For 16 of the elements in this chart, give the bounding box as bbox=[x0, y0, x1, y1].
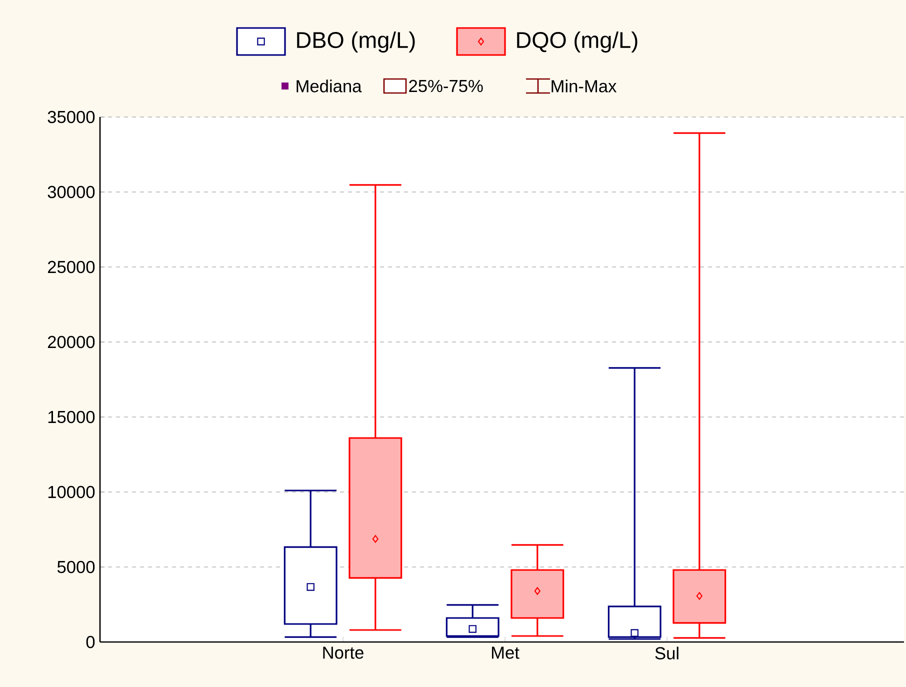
legend-label: DQO (mg/L) bbox=[517, 31, 638, 53]
legend-label: DBO (mg/L) bbox=[297, 31, 415, 53]
text: Min-Max bbox=[552, 80, 617, 92]
y-tick-label: 0 bbox=[86, 636, 95, 648]
y-tick-label: 15000 bbox=[48, 410, 95, 424]
text: 25%-75% bbox=[409, 80, 483, 92]
y-tick-label: 25000 bbox=[48, 260, 95, 274]
y-tick-label: 10000 bbox=[48, 486, 95, 498]
text: Mediana bbox=[296, 80, 362, 92]
x-tick-label: Sul bbox=[655, 646, 678, 660]
y-tick-label: 30000 bbox=[48, 186, 95, 198]
y-tick-label: 20000 bbox=[48, 336, 95, 348]
y-tick-label: 35000 bbox=[48, 110, 95, 124]
x-tick-label: Norte bbox=[323, 646, 364, 659]
y-tick-label: 5000 bbox=[57, 560, 95, 574]
x-tick-label: Met bbox=[492, 646, 520, 659]
